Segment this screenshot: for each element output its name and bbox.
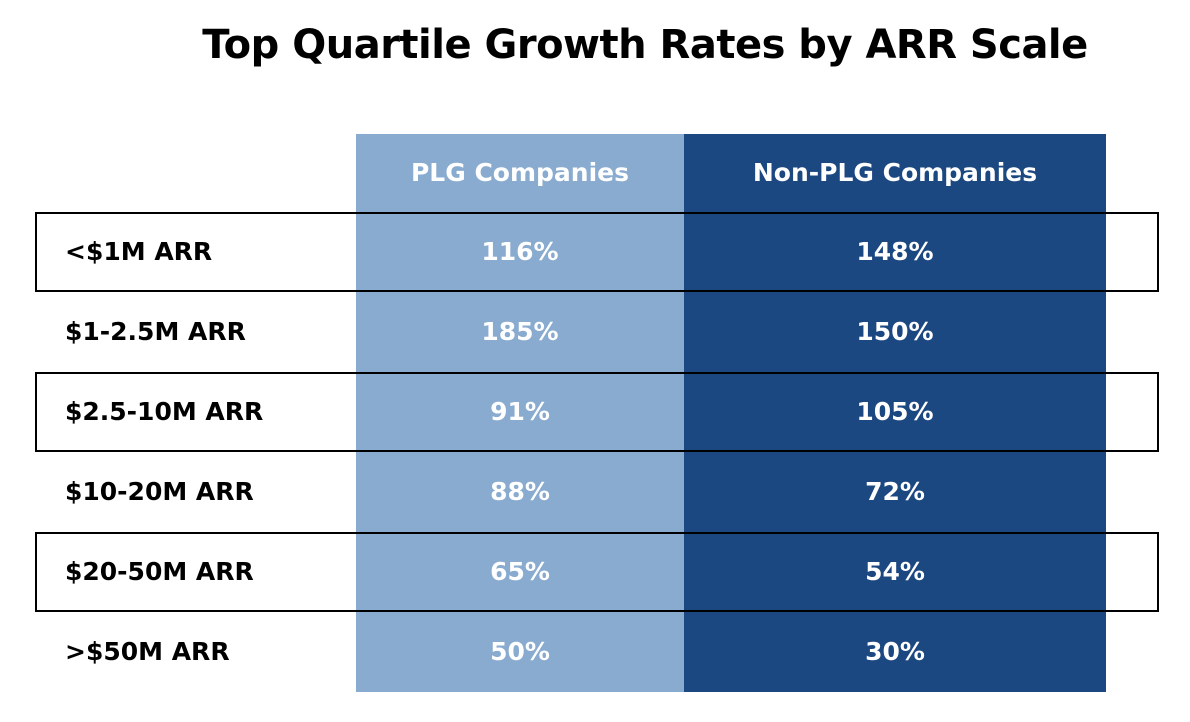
header-plg: PLG Companies xyxy=(410,158,630,187)
non-plg-value: 72% xyxy=(865,477,925,506)
non-plg-value: 30% xyxy=(865,637,925,666)
plg-value: 50% xyxy=(490,637,550,666)
row-label: >$50M ARR xyxy=(65,637,230,666)
plg-value: 91% xyxy=(490,397,550,426)
row-label: $10-20M ARR xyxy=(65,477,254,506)
row-highlight-border xyxy=(35,532,1159,612)
table-row: $1-2.5M ARR 185% 150% xyxy=(0,292,1190,372)
non-plg-value: 54% xyxy=(865,557,925,586)
table-row: <$1M ARR 116% 148% xyxy=(0,212,1190,292)
plg-value: 185% xyxy=(481,317,559,346)
row-label: <$1M ARR xyxy=(65,237,213,266)
row-label: $20-50M ARR xyxy=(65,557,254,586)
plg-value: 65% xyxy=(490,557,550,586)
non-plg-value: 105% xyxy=(856,397,934,426)
table-row: >$50M ARR 50% 30% xyxy=(0,612,1190,692)
row-highlight-border xyxy=(35,372,1159,452)
row-label: $2.5-10M ARR xyxy=(65,397,264,426)
chart-title: Top Quartile Growth Rates by ARR Scale xyxy=(202,22,1088,68)
plg-value: 88% xyxy=(490,477,550,506)
plg-value: 116% xyxy=(481,237,559,266)
non-plg-value: 148% xyxy=(856,237,934,266)
table-row: $20-50M ARR 65% 54% xyxy=(0,532,1190,612)
non-plg-column-background xyxy=(684,134,1106,692)
row-highlight-border xyxy=(35,212,1159,292)
header-non-plg: Non-PLG Companies xyxy=(752,158,1038,187)
table-row: $2.5-10M ARR 91% 105% xyxy=(0,372,1190,452)
plg-column-background xyxy=(356,134,684,692)
row-label: $1-2.5M ARR xyxy=(65,317,246,346)
table-row: $10-20M ARR 88% 72% xyxy=(0,452,1190,532)
non-plg-value: 150% xyxy=(856,317,934,346)
